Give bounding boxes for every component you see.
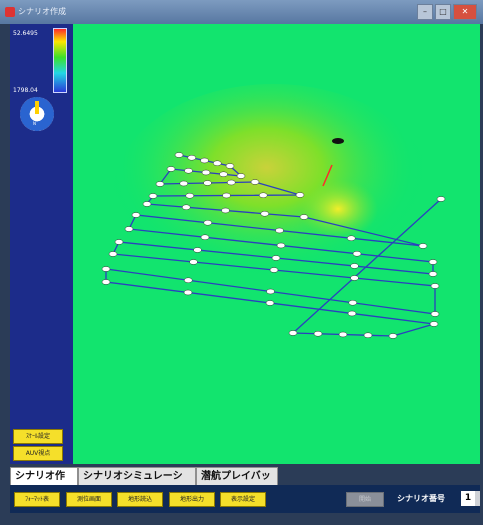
terrain-svg[interactable] (73, 24, 480, 464)
waypoint-marker[interactable] (250, 179, 260, 185)
waypoint-marker[interactable] (429, 321, 439, 327)
waypoint-marker[interactable] (185, 193, 194, 199)
waypoint-marker[interactable] (236, 173, 246, 179)
waypoint-marker[interactable] (200, 234, 210, 240)
waypoint-marker[interactable] (271, 255, 281, 261)
auv-view-button[interactable]: AUV視点 (13, 446, 63, 461)
maximize-icon[interactable]: □ (435, 4, 451, 20)
format-table-button[interactable]: ﾌｫｰﾏｯﾄ表 (14, 492, 60, 507)
waypoint-marker[interactable] (260, 211, 269, 217)
waypoint-marker[interactable] (275, 227, 284, 234)
display-settings-button[interactable]: 表示設定 (220, 492, 266, 507)
legend-min-value: 1798.04 (13, 87, 38, 94)
tab-scenario-simulation[interactable]: シナリオシミュレーション (78, 467, 196, 500)
waypoint-marker[interactable] (347, 310, 357, 317)
waypoint-marker[interactable] (101, 279, 111, 285)
bottom-toolbar: ﾌｫｰﾏｯﾄ表 測位画面 地形読込 地形出力 表示設定 開始 シナリオ番号 1 (10, 485, 480, 513)
waypoint-marker[interactable] (213, 160, 222, 166)
waypoint-marker[interactable] (222, 192, 231, 199)
waypoint-marker[interactable] (155, 181, 165, 187)
waypoint-marker[interactable] (428, 259, 438, 265)
waypoint-marker[interactable] (265, 300, 275, 306)
waypoint-marker[interactable] (259, 192, 268, 198)
waypoint-marker[interactable] (428, 271, 438, 277)
waypoint-marker[interactable] (114, 239, 124, 245)
waypoint-marker[interactable] (295, 192, 305, 198)
app-icon (5, 7, 15, 17)
waypoint-marker[interactable] (347, 235, 356, 241)
scenario-number-input[interactable]: 1 (461, 491, 475, 506)
waypoint-marker[interactable] (182, 204, 191, 210)
mode-tabs: シナリオ作成 シナリオシミュレーション 潜航プレイバック (10, 467, 480, 500)
export-terrain-button[interactable]: 地形出力 (169, 492, 215, 507)
waypoint-marker[interactable] (227, 179, 236, 186)
waypoint-marker[interactable] (108, 251, 118, 257)
waypoint-marker[interactable] (221, 207, 230, 214)
waypoint-marker[interactable] (350, 263, 359, 269)
waypoint-marker[interactable] (338, 331, 348, 338)
window-title: シナリオ作成 (18, 7, 66, 16)
waypoint-marker[interactable] (299, 214, 309, 220)
load-terrain-button[interactable]: 地形読込 (117, 492, 163, 507)
terrain-3d-view[interactable] (73, 24, 480, 464)
scenario-number-spinner[interactable] (475, 491, 480, 506)
waypoint-marker[interactable] (388, 333, 398, 339)
waypoint-marker[interactable] (201, 169, 211, 176)
waypoint-marker[interactable] (131, 212, 141, 218)
waypoint-marker[interactable] (352, 251, 362, 257)
scenario-number-label: シナリオ番号 (397, 494, 445, 503)
waypoint-marker[interactable] (203, 180, 212, 186)
waypoint-marker[interactable] (418, 243, 428, 249)
waypoint-marker[interactable] (363, 332, 373, 338)
waypoint-marker[interactable] (436, 196, 446, 202)
waypoint-marker[interactable] (189, 259, 198, 265)
auv-marker[interactable] (332, 138, 344, 144)
return-track-line (292, 198, 442, 334)
waypoint-marker[interactable] (184, 277, 193, 283)
sidebar: 52.6495 1798.04 N ｽｹｰﾙ設定 AUV視点 (10, 24, 73, 464)
minimize-icon[interactable]: – (417, 4, 433, 20)
depth-color-legend (53, 28, 67, 93)
waypoint-marker[interactable] (225, 163, 235, 169)
waypoint-marker[interactable] (219, 171, 228, 177)
close-icon[interactable]: ✕ (453, 4, 477, 20)
positioning-screen-button[interactable]: 測位画面 (66, 492, 112, 507)
waypoint-marker[interactable] (124, 226, 134, 232)
waypoint-marker[interactable] (179, 180, 188, 187)
waypoint-marker[interactable] (148, 193, 158, 199)
waypoint-marker[interactable] (200, 157, 209, 164)
waypoint-marker[interactable] (348, 300, 357, 306)
tab-dive-playback[interactable]: 潜航プレイバック (196, 467, 278, 500)
compass-label: N (33, 121, 36, 126)
scale-settings-button[interactable]: ｽｹｰﾙ設定 (13, 429, 63, 444)
waypoint-marker[interactable] (276, 242, 286, 249)
window-controls: – □ ✕ (417, 4, 477, 20)
waypoint-marker[interactable] (183, 289, 193, 296)
waypoint-marker[interactable] (269, 267, 279, 273)
summit-shading (298, 179, 378, 239)
waypoint-marker[interactable] (203, 220, 212, 226)
waypoint-marker[interactable] (350, 275, 359, 281)
waypoint-marker[interactable] (166, 166, 176, 172)
waypoint-marker[interactable] (174, 152, 184, 158)
waypoint-marker[interactable] (288, 330, 298, 336)
waypoint-marker[interactable] (313, 331, 323, 337)
waypoint-marker[interactable] (430, 311, 440, 317)
waypoint-marker[interactable] (184, 168, 193, 174)
waypoint-marker[interactable] (101, 266, 111, 272)
waypoint-layer[interactable] (101, 152, 446, 339)
legend-max-value: 52.6495 (13, 30, 38, 37)
waypoint-marker[interactable] (142, 201, 152, 207)
waypoint-marker[interactable] (193, 247, 202, 253)
waypoint-marker[interactable] (430, 283, 440, 289)
auv-marker-line (322, 164, 333, 187)
tab-scenario-create[interactable]: シナリオ作成 (10, 467, 78, 500)
compass-needle (35, 101, 39, 114)
compass-icon: N (20, 97, 54, 131)
start-button[interactable]: 開始 (346, 492, 384, 507)
title-bar: シナリオ作成 – □ ✕ (0, 0, 483, 24)
waypoint-marker[interactable] (187, 155, 196, 161)
waypoint-marker[interactable] (266, 288, 275, 295)
